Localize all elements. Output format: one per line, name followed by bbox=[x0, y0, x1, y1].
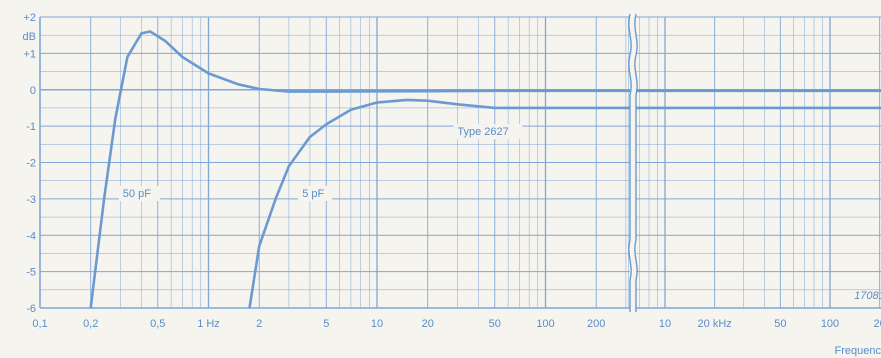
series-line-0-low bbox=[89, 30, 630, 309]
series-layer bbox=[89, 30, 881, 309]
x-tick-label: 10 bbox=[371, 318, 383, 330]
axis-break-right bbox=[634, 13, 638, 312]
annotation-label: Type 2627 bbox=[457, 126, 508, 138]
y-tick-label: -2 bbox=[26, 158, 36, 170]
labels-layer: +2 +1 0 -1 -2 -3 -4 -5 -6 0,1 0,2 0,5 1 Hz 2 5 10 20 50 10… bbox=[23, 12, 881, 330]
x-tick-label: 200 bbox=[587, 318, 605, 330]
y-tick-label: -3 bbox=[26, 194, 36, 206]
x-tick-label: 50 bbox=[774, 318, 786, 330]
x-tick-label: 20 kHz bbox=[698, 318, 732, 330]
x-tick-label: 20 bbox=[422, 318, 434, 330]
axis-break-left bbox=[628, 13, 632, 312]
axes bbox=[39, 13, 881, 312]
annotation-label: 5 pF bbox=[302, 188, 324, 200]
y-tick-label: -1 bbox=[26, 121, 36, 133]
x-tick-label: 0,2 bbox=[83, 318, 98, 330]
x-tick-label: 100 bbox=[536, 318, 554, 330]
y-tick-label: +2 bbox=[23, 12, 36, 24]
y-tick-label: +1 bbox=[23, 48, 36, 60]
annotation-label: 50 pF bbox=[123, 188, 151, 200]
y-tick-label: -4 bbox=[26, 230, 36, 242]
annotation-label: 1708147 bbox=[854, 290, 881, 302]
x-tick-label: 100 bbox=[821, 318, 839, 330]
x-tick-label: 50 bbox=[489, 318, 501, 330]
x-tick-label: 0,5 bbox=[150, 318, 165, 330]
y-tick-label: 0 bbox=[30, 85, 36, 97]
series-line-1-low bbox=[248, 98, 630, 309]
grid bbox=[39, 16, 881, 309]
y-axis-label: dB bbox=[23, 31, 36, 43]
x-tick-label: 0,1 bbox=[32, 318, 47, 330]
y-tick-label: -6 bbox=[26, 303, 36, 315]
x-tick-label: 1 Hz bbox=[197, 318, 220, 330]
annotation-bg bbox=[118, 186, 160, 202]
x-tick-label: 5 bbox=[323, 318, 329, 330]
annotation-bg bbox=[298, 186, 333, 202]
x-tick-label: 20 bbox=[874, 318, 881, 330]
annotation-bg bbox=[453, 124, 523, 140]
x-tick-label: 2 bbox=[256, 318, 262, 330]
y-tick-label: -5 bbox=[26, 267, 36, 279]
x-tick-label: 10 bbox=[659, 318, 671, 330]
x-axis-label: Frequenc bbox=[835, 345, 881, 357]
